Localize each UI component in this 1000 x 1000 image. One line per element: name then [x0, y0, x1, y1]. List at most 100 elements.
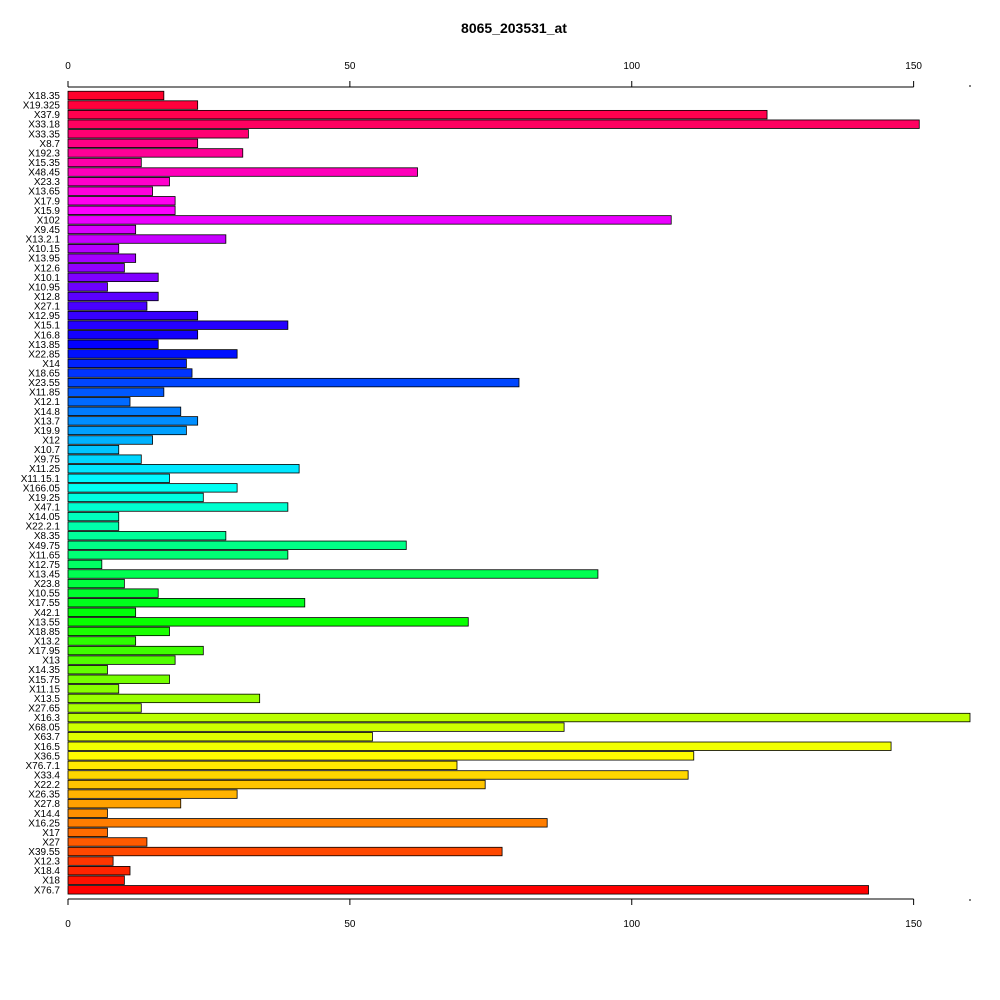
- category-label: X18: [42, 876, 60, 887]
- category-label: X23.55: [28, 378, 60, 389]
- bar-X11.25: [67, 464, 300, 474]
- category-label: X76.7.1: [26, 761, 61, 772]
- bar-X13.2.1: [67, 234, 227, 244]
- category-label: X27.8: [34, 799, 61, 810]
- bottom-axis-tick-label: 50: [344, 919, 356, 930]
- category-label: X49.75: [28, 541, 60, 552]
- bar-X12.6: [67, 263, 125, 273]
- category-label: X13.2: [34, 636, 61, 647]
- bar-X17.55: [67, 598, 306, 608]
- category-label: X10.1: [34, 273, 61, 284]
- bar-X22.2: [67, 779, 486, 790]
- bar-X18.4: [67, 866, 131, 876]
- bottom-axis-tick-label: 0: [65, 919, 71, 930]
- bar-X8.7: [67, 138, 199, 149]
- category-label: X39.55: [28, 847, 60, 858]
- bar-X8.35: [67, 531, 227, 541]
- bar-X26.35: [67, 789, 238, 799]
- category-label: X76.7: [34, 885, 61, 896]
- bar-X18.85: [67, 626, 170, 637]
- category-label: X10.15: [28, 244, 60, 255]
- category-label: X17: [42, 828, 60, 839]
- bar-X11.15: [67, 684, 120, 694]
- category-label: X13.55: [28, 617, 60, 628]
- bar-X15.1: [67, 320, 289, 330]
- bar-X12.95: [67, 310, 199, 321]
- bar-X11.15.1: [67, 473, 170, 483]
- category-label: X13.7: [34, 416, 61, 427]
- bar-X22.2.1: [67, 521, 120, 531]
- category-label: X68.05: [28, 723, 60, 734]
- bar-X12.1: [67, 397, 131, 407]
- bar-X18.35: [67, 90, 165, 101]
- bar-X33.35: [67, 129, 249, 139]
- bar-X14.4: [67, 808, 108, 818]
- category-label: X12.6: [34, 263, 61, 274]
- bar-X13.45: [67, 569, 599, 579]
- category-label: X14.05: [28, 512, 60, 523]
- category-label: X36.5: [34, 751, 61, 762]
- category-label: X11.15: [29, 684, 60, 695]
- bar-X16.8: [67, 330, 199, 340]
- bar-X15.75: [67, 674, 170, 684]
- category-label: X47.1: [34, 503, 61, 514]
- category-label: X48.45: [28, 168, 60, 179]
- axes-layer: 0 50 100 150 0 50 100 150: [65, 61, 971, 930]
- bar-X48.45: [67, 167, 418, 177]
- bar-X19.9: [67, 425, 187, 436]
- category-label: X33.35: [28, 129, 60, 140]
- bar-X13.5: [67, 693, 261, 704]
- bars-layer: [67, 90, 971, 895]
- bar-X12.8: [67, 291, 159, 302]
- category-labels: X18.35X19.325X37.9X33.18X33.35X8.7X192.3…: [21, 91, 61, 896]
- bar-X10.95: [67, 282, 108, 292]
- category-label: X18.65: [28, 369, 60, 380]
- category-label: X13.65: [28, 187, 60, 198]
- bar-X68.05: [67, 722, 565, 732]
- chart-title: 8065_203531_at: [461, 20, 567, 36]
- category-label: X12.3: [34, 857, 61, 868]
- bar-X10.1: [67, 272, 159, 282]
- category-label: X63.7: [34, 732, 61, 743]
- category-label: X102: [37, 215, 61, 226]
- category-label: X14.35: [28, 665, 60, 676]
- bar-X14.35: [67, 665, 108, 675]
- bar-X18.65: [67, 368, 193, 378]
- category-label: X8.35: [34, 531, 61, 542]
- bar-X9.45: [67, 224, 137, 235]
- bar-X18: [67, 875, 125, 885]
- category-label: X10.55: [28, 589, 60, 600]
- category-label: X22.2: [34, 780, 61, 791]
- category-label: X11.15.1: [21, 474, 61, 485]
- bar-X13: [67, 655, 176, 665]
- bar-X19.325: [67, 100, 199, 110]
- bar-X76.7.1: [67, 760, 458, 771]
- bar-X23.3: [67, 176, 170, 187]
- category-label: X13: [42, 656, 60, 667]
- bar-X33.4: [67, 770, 689, 780]
- category-label: X12.95: [28, 311, 60, 322]
- category-label: X12.1: [34, 397, 61, 408]
- bar-X13.2: [67, 636, 137, 646]
- category-label: X8.7: [39, 139, 60, 150]
- category-label: X15.1: [34, 321, 61, 332]
- category-label: X12: [42, 436, 60, 447]
- bar-X17.9: [67, 196, 176, 206]
- bar-X22.85: [67, 349, 238, 359]
- category-label: X9.75: [34, 455, 61, 466]
- bar-X33.18: [67, 119, 920, 129]
- bar-X47.1: [67, 502, 289, 512]
- bar-X15.35: [67, 157, 142, 168]
- category-label: X27.65: [28, 703, 60, 714]
- bar-X63.7: [67, 732, 373, 742]
- bar-X14.8: [67, 406, 182, 416]
- category-label: X13.95: [28, 254, 60, 265]
- category-label: X27.1: [34, 302, 61, 313]
- category-label: X14.8: [34, 407, 61, 418]
- category-label: X27: [42, 837, 60, 848]
- bar-X9.75: [67, 454, 142, 464]
- bar-X27: [67, 837, 148, 847]
- bottom-axis-tick-label: 150: [905, 919, 922, 930]
